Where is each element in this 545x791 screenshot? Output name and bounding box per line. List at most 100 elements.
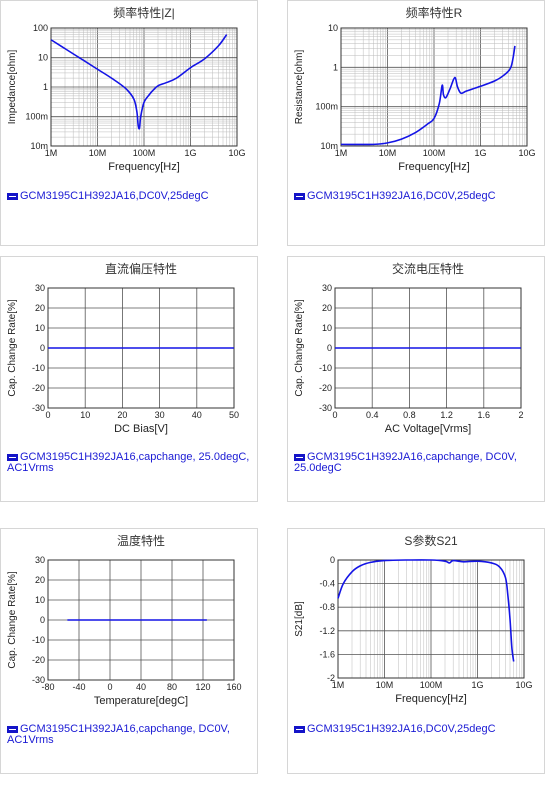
y-tick-label: 10m [320, 141, 338, 151]
x-tick-label: 10 [80, 410, 90, 420]
grid [340, 28, 527, 147]
x-tick-label: 20 [117, 410, 127, 420]
y-tick-label: 100m [315, 102, 338, 112]
legend-entry[interactable]: GCM3195C1H392JA16,capchange, DC0V, 25.0d… [294, 452, 539, 474]
x-tick-label: 120 [195, 682, 210, 692]
y-tick-label: -10 [32, 635, 45, 645]
chart-title: 交流电压特性 [392, 261, 464, 276]
x-tick-label: 40 [136, 682, 146, 692]
y-tick-label: 100m [25, 112, 48, 122]
chart-svg: S参数S21 1M 10M 100M 1G 10G 0 -0.4 -0.8 -1.2 -1.6 -2 F… [294, 533, 533, 705]
chart-panel-dc-bias: 直流偏压特性 0 10 20 30 40 50 30 20 10 0 -10 -20 -30 DC Bias… [0, 256, 258, 502]
y-tick-label: 1 [43, 82, 48, 92]
y-tick-label: 10 [35, 323, 45, 333]
x-tick-label: 100M [423, 148, 446, 158]
x-tick-label: -80 [41, 682, 54, 692]
series-line [337, 559, 515, 662]
legend-swatch-icon [294, 725, 305, 733]
y-tick-label: -10 [319, 363, 332, 373]
y-tick-label: 0 [40, 343, 45, 353]
legend-label: GCM3195C1H392JA16,DC0V,25degC [307, 723, 496, 735]
y-tick-label: 20 [322, 303, 332, 313]
plot-frame [340, 27, 528, 147]
y-tick-label: 20 [35, 575, 45, 585]
legend-entry[interactable]: GCM3195C1H392JA16,DC0V,25degC [7, 191, 252, 202]
y-tick-label: 100 [33, 23, 48, 33]
x-axis-label: Frequency[Hz] [398, 161, 470, 173]
y-tick-label: 10m [30, 141, 48, 151]
y-tick-label: 0 [327, 343, 332, 353]
x-tick-label: 0 [45, 410, 50, 420]
y-tick-label: -30 [32, 675, 45, 685]
x-axis-label: AC Voltage[Vrms] [385, 423, 471, 435]
grid [337, 559, 524, 679]
x-axis-label: Temperature[degC] [94, 695, 188, 707]
legend-entry[interactable]: GCM3195C1H392JA16,DC0V,25degC [294, 191, 539, 202]
x-axis-label: Frequency[Hz] [108, 161, 180, 173]
chart-svg: 交流电压特性 0 0.4 0.8 1.2 1.6 2 30 20 10 0 -10 -20 -30 AC V… [294, 261, 524, 435]
chart-panel-resistance: 频率特性R 1M 10M 100M 1G 10G 10 1 100m 10m Frequency[H… [287, 0, 545, 246]
y-tick-label: 10 [35, 595, 45, 605]
y-tick-label: -20 [319, 383, 332, 393]
y-tick-label: 1 [333, 62, 338, 72]
y-tick-label: -20 [32, 383, 45, 393]
y-axis-label: Resistance[ohm] [294, 50, 305, 125]
y-tick-label: 20 [35, 303, 45, 313]
x-tick-label: 2 [518, 410, 523, 420]
y-tick-label: -10 [32, 363, 45, 373]
x-tick-label: 160 [226, 682, 241, 692]
x-tick-label: 10M [89, 148, 107, 158]
y-axis-label: Cap. Change Rate[%] [7, 299, 18, 397]
x-tick-label: 1G [471, 680, 483, 690]
x-tick-label: 10M [376, 680, 394, 690]
x-tick-label: 0.8 [403, 410, 416, 420]
series-line [50, 34, 228, 130]
y-tick-label: -0.8 [319, 602, 335, 612]
legend-label: GCM3195C1H392JA16,capchange, DC0V, AC1Vr… [7, 723, 230, 746]
legend-entry[interactable]: GCM3195C1H392JA16,capchange, 25.0degC, A… [7, 452, 252, 474]
chart-panel-temperature: 温度特性 -80 -40 0 40 80 120 160 30 20 10 0 -10 -20 -30 Tem… [0, 528, 258, 774]
x-tick-label: 1.2 [440, 410, 453, 420]
x-tick-label: 1M [332, 680, 345, 690]
x-tick-label: 10G [518, 148, 535, 158]
legend-entry[interactable]: GCM3195C1H392JA16,DC0V,25degC [294, 724, 539, 735]
x-tick-label: 100M [420, 680, 443, 690]
y-tick-label: 30 [322, 283, 332, 293]
plot-frame [50, 27, 238, 147]
chart-panel-impedance: 频率特性|Z| 1M 10M 100M 1G 10G 100 10 1 100m 10m Freque… [0, 0, 258, 246]
x-tick-label: 1.6 [478, 410, 491, 420]
x-tick-label: 80 [167, 682, 177, 692]
chart-svg: 直流偏压特性 0 10 20 30 40 50 30 20 10 0 -10 -20 -30 DC Bias… [7, 261, 239, 435]
x-tick-label: 1G [474, 148, 486, 158]
y-tick-label: -20 [32, 655, 45, 665]
x-tick-label: 0.4 [366, 410, 379, 420]
chart-title: 温度特性 [117, 533, 165, 548]
chart-title: 频率特性|Z| [113, 5, 175, 20]
chart-title: 直流偏压特性 [105, 261, 177, 276]
legend-swatch-icon [7, 453, 18, 461]
x-tick-label: 10G [515, 680, 532, 690]
x-tick-label: 0 [332, 410, 337, 420]
chart-svg: 频率特性|Z| 1M 10M 100M 1G 10G 100 10 1 100m 10m Freque… [7, 5, 246, 173]
x-tick-label: 1G [184, 148, 196, 158]
y-tick-label: 10 [322, 323, 332, 333]
chart-svg: 频率特性R 1M 10M 100M 1G 10G 10 1 100m 10m Frequency[H… [294, 5, 536, 173]
y-tick-label: -30 [319, 403, 332, 413]
y-axis-label: S21[dB] [294, 601, 305, 637]
y-tick-label: 0 [330, 555, 335, 565]
x-axis-label: Frequency[Hz] [395, 693, 467, 705]
grid [50, 28, 237, 147]
legend-swatch-icon [294, 453, 305, 461]
y-tick-label: -1.6 [319, 649, 335, 659]
x-axis-label: DC Bias[V] [114, 423, 168, 435]
y-axis-label: Cap. Change Rate[%] [7, 571, 18, 669]
x-tick-label: 1M [45, 148, 58, 158]
legend-entry[interactable]: GCM3195C1H392JA16,capchange, DC0V, AC1Vr… [7, 724, 252, 746]
x-tick-label: 40 [192, 410, 202, 420]
y-tick-label: -0.4 [319, 579, 335, 589]
x-tick-label: 10M [379, 148, 397, 158]
chart-svg: 温度特性 -80 -40 0 40 80 120 160 30 20 10 0 -10 -20 -30 Tem… [7, 533, 242, 707]
y-tick-label: -1.2 [319, 626, 335, 636]
chart-title: S参数S21 [404, 533, 458, 548]
y-tick-label: -30 [32, 403, 45, 413]
